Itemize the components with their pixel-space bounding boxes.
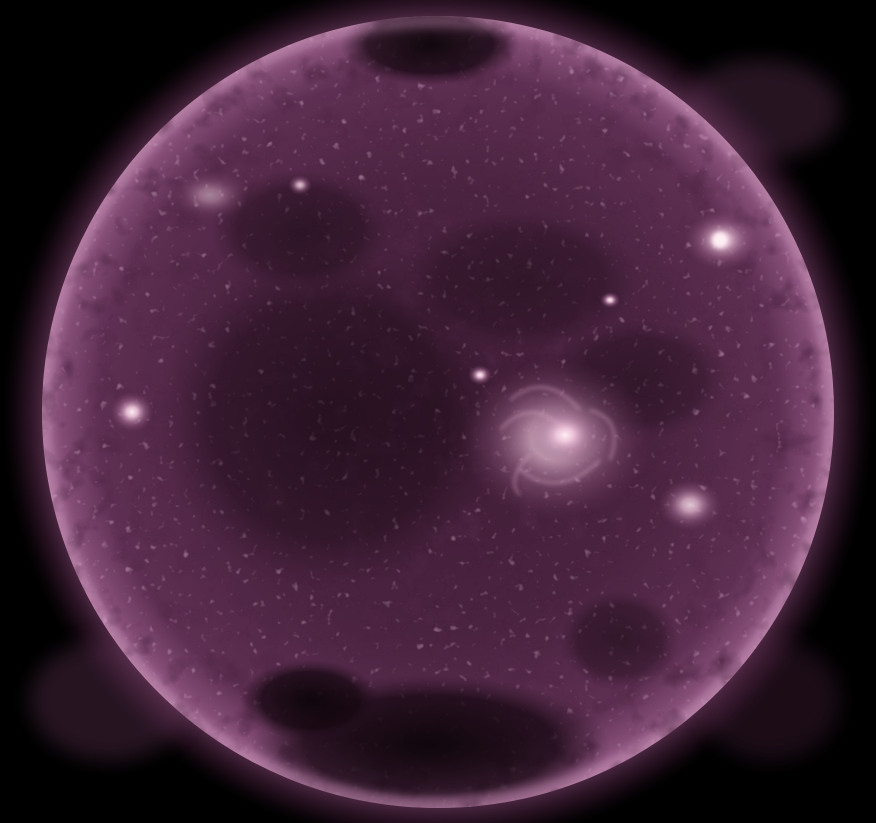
southwest-active-region xyxy=(658,479,722,531)
southern-brightening xyxy=(170,170,620,385)
central-active-region xyxy=(460,360,650,520)
east-limb-active-region xyxy=(110,392,154,432)
northeast-active-region xyxy=(684,210,760,270)
solar-disk xyxy=(42,16,834,808)
south-coronal-hole xyxy=(240,660,610,808)
central-dark-region xyxy=(160,170,730,690)
